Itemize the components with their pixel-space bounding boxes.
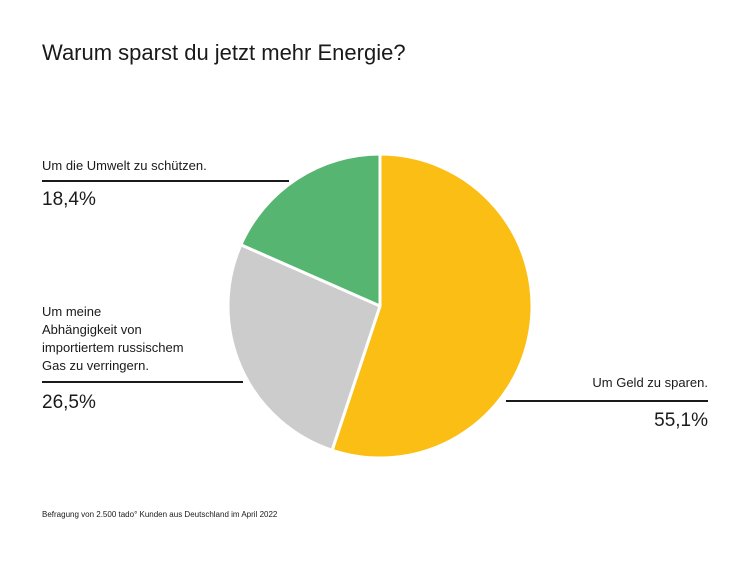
slice-value-umwelt: 18,4%	[42, 189, 96, 210]
slice-value-geld: 55,1%	[654, 410, 708, 431]
chart-title: Warum sparst du jetzt mehr Energie?	[42, 40, 406, 65]
slice-label-umwelt: Um die Umwelt zu schützen.	[42, 158, 207, 173]
slice-value-gas: 26,5%	[42, 392, 96, 413]
slice-leader-line-umwelt	[42, 180, 289, 182]
slice-leader-line-geld	[506, 400, 708, 402]
slice-leader-line-gas	[42, 381, 243, 383]
pie-slice-gas	[226, 243, 382, 452]
pie-slice-geld	[330, 152, 534, 460]
slice-label-gas: Um meine Abhängigkeit von importiertem r…	[42, 304, 184, 373]
slice-label-geld: Um Geld zu sparen.	[592, 375, 708, 390]
survey-footnote: Befragung von 2.500 tado° Kunden aus Deu…	[42, 510, 278, 519]
pie-slice-umwelt	[239, 152, 382, 308]
